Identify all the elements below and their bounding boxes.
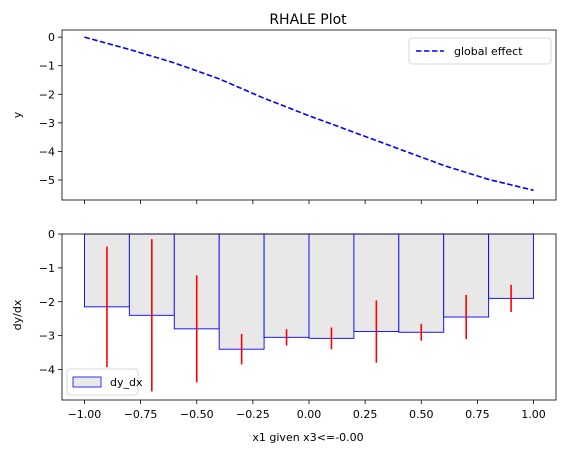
bottom-x-tick-label: 1.00 [521,408,546,421]
bottom-legend-swatch [72,376,102,388]
top-axes-frame [61,29,557,201]
top-legend-box [408,37,552,65]
global-effect-panel: RHALE Plot y 0 −1 −2 −3 −4 −5 global effect [11,12,557,204]
bottom-x-tick-label: −1.00 [68,408,102,421]
bottom-x-tick-label: 0.50 [409,408,434,421]
top-y-tick-label: −1 [39,60,55,73]
bottom-y-tick-label: −3 [39,330,55,343]
top-y-axis-label: y [11,111,24,118]
top-y-tick-label: −2 [39,88,55,101]
bottom-y-tick-label: −2 [39,296,55,309]
bottom-x-tick-label: 0.75 [465,408,490,421]
bottom-bars [84,233,534,350]
bottom-x-tick-label: −0.25 [236,408,270,421]
bottom-y-tick-label: 0 [48,228,55,241]
bottom-x-tick-label: 0.25 [353,408,378,421]
bottom-legend: dy_dx [66,368,143,396]
derivative-panel: dy/dx 0 −1 −2 −3 −4 −1.00 −0.75 −0.50 −0.25 0.00… [11,228,557,444]
bottom-y-axis-label: dy/dx [11,299,24,330]
top-y-tick-label: 0 [48,31,55,44]
derivative-bar [218,233,265,350]
bottom-x-ticks: −1.00 −0.75 −0.50 −0.25 0.00 0.25 0.50 0.75 1.00 [68,400,546,421]
top-y-tick-label: −4 [39,145,55,158]
derivative-bar [308,233,355,339]
bottom-x-tick-label: −0.50 [180,408,214,421]
derivative-bar [398,233,445,333]
bottom-x-tick-label: 0.00 [297,408,322,421]
bottom-legend-label: dy_dx [110,376,143,389]
bottom-y-tick-label: −1 [39,262,55,275]
bottom-x-tick-label: −0.75 [124,408,158,421]
top-x-ticks [84,200,534,204]
bottom-x-axis-label: x1 given x3<=-0.00 [252,431,363,444]
top-legend: global effect [408,37,552,65]
bottom-legend-box [66,368,139,396]
chart-title: RHALE Plot [269,12,347,28]
top-y-ticks: 0 −1 −2 −3 −4 −5 [39,31,62,187]
derivative-bar [263,233,310,338]
bottom-axes-frame [61,233,557,401]
top-y-tick-label: −3 [39,117,55,130]
bottom-y-tick-label: −4 [39,364,55,377]
bottom-y-ticks: 0 −1 −2 −3 −4 [39,228,62,377]
top-y-tick-label: −5 [39,174,55,187]
top-legend-label: global effect [454,45,523,58]
bottom-error-bars [106,239,512,392]
